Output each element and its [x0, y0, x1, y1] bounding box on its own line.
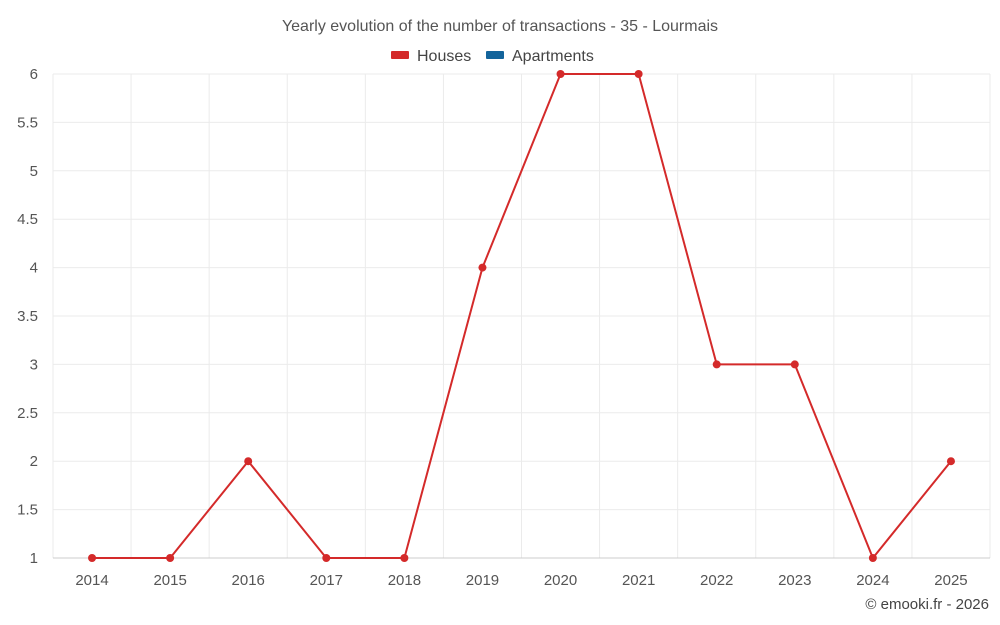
- credit-text: © emooki.fr - 2026: [865, 596, 989, 613]
- chart-title: Yearly evolution of the number of transa…: [282, 18, 718, 35]
- y-tick-label: 5.5: [17, 114, 38, 131]
- y-tick-label: 3.5: [17, 308, 38, 325]
- y-tick-label: 2.5: [17, 405, 38, 422]
- legend-swatch-apartments: [486, 51, 504, 59]
- data-point-houses[interactable]: [478, 263, 487, 272]
- data-point-houses[interactable]: [790, 360, 799, 369]
- x-tick-label: 2025: [934, 572, 967, 589]
- y-tick-label: 6: [30, 66, 38, 83]
- data-point-houses[interactable]: [244, 457, 253, 466]
- data-point-houses[interactable]: [400, 554, 409, 562]
- grid: [52, 73, 991, 558]
- y-axis: 1 1.5 2 2.5 3 3.5 4 4.5 5 5.5 6: [17, 66, 38, 567]
- x-tick-label: 2021: [622, 572, 655, 589]
- y-tick-label: 4: [30, 260, 38, 277]
- series-line-houses: [92, 73, 952, 559]
- y-tick-label: 1: [30, 550, 38, 567]
- y-tick-label: 4.5: [17, 211, 38, 228]
- data-point-houses[interactable]: [88, 554, 97, 562]
- x-tick-label: 2016: [232, 572, 265, 589]
- data-point-houses[interactable]: [868, 554, 877, 562]
- data-point-houses[interactable]: [166, 554, 175, 562]
- legend-item-houses[interactable]: Houses: [391, 48, 471, 65]
- data-point-houses[interactable]: [556, 70, 565, 78]
- legend-item-apartments[interactable]: Apartments: [486, 48, 594, 65]
- y-tick-label: 2: [30, 453, 38, 470]
- data-point-houses[interactable]: [322, 554, 331, 562]
- y-tick-label: 5: [30, 163, 38, 180]
- x-tick-label: 2024: [856, 572, 889, 589]
- x-tick-label: 2014: [75, 572, 108, 589]
- data-point-houses[interactable]: [946, 457, 955, 466]
- legend: Houses Apartments: [391, 48, 594, 65]
- legend-swatch-houses: [391, 51, 409, 59]
- x-tick-label: 2020: [544, 572, 577, 589]
- data-point-houses[interactable]: [634, 70, 643, 78]
- legend-label-apartments: Apartments: [512, 48, 594, 65]
- data-point-houses[interactable]: [712, 360, 721, 369]
- x-tick-label: 2023: [778, 572, 811, 589]
- x-tick-label: 2019: [466, 572, 499, 589]
- x-axis: 2014 2015 2016 2017 2018 2019 2020 2021 2022 2023…: [53, 557, 990, 589]
- x-tick-label: 2017: [310, 572, 343, 589]
- x-tick-label: 2022: [700, 572, 733, 589]
- x-tick-label: 2018: [388, 572, 421, 589]
- legend-label-houses: Houses: [417, 48, 471, 65]
- series-layer: [88, 70, 955, 562]
- y-tick-label: 1.5: [17, 502, 38, 519]
- y-tick-label: 3: [30, 356, 38, 373]
- x-tick-label: 2015: [153, 572, 186, 589]
